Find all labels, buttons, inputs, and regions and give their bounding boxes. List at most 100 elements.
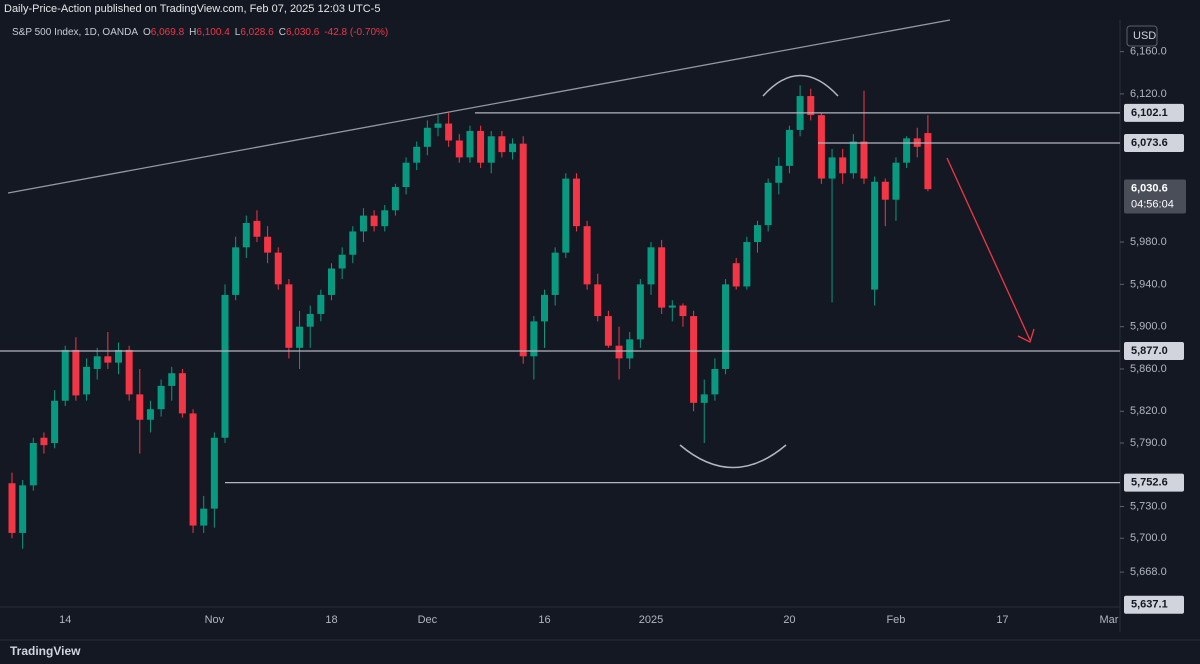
currency-box[interactable] <box>1126 25 1158 47</box>
candle-body <box>157 385 165 410</box>
candle-body <box>136 394 144 420</box>
candle-body <box>359 215 367 232</box>
y-tick-label: 5,940.0 <box>1130 278 1167 290</box>
candle-body <box>615 345 623 359</box>
brand: TradingView <box>10 644 81 658</box>
y-tick-label: 5,980.0 <box>1130 236 1167 248</box>
candle-body <box>849 141 857 174</box>
legend-value: 6,028.6 <box>240 27 274 38</box>
candle-body <box>732 263 740 287</box>
candle-body <box>626 339 634 359</box>
level-label-box <box>1124 134 1184 153</box>
candle-body <box>253 220 261 237</box>
candle-body <box>61 349 69 401</box>
x-tick-label: Dec <box>418 614 438 626</box>
legend-value: 6,100.4 <box>196 27 230 38</box>
x-tick-label: 14 <box>59 614 71 626</box>
y-tick-label: 5,730.0 <box>1130 500 1167 512</box>
candle-body <box>83 366 91 395</box>
y-tick-label: 5,700.0 <box>1130 532 1167 544</box>
candle-body <box>210 437 218 509</box>
x-tick-label: 18 <box>325 614 337 626</box>
level-label-box <box>1124 341 1184 360</box>
countdown: 04:56:04 <box>1131 198 1174 210</box>
candle-body <box>594 284 602 317</box>
x-tick-label: 2025 <box>639 614 663 626</box>
level-label-box <box>1124 103 1184 122</box>
level-label-box <box>1124 595 1184 614</box>
candle-body <box>381 210 389 227</box>
candle-body <box>455 140 463 158</box>
candle-body <box>775 165 783 183</box>
candle-body <box>487 136 495 163</box>
header-bar <box>0 0 1200 20</box>
publisher: Daily-Price-Action published on TradingV… <box>4 3 381 15</box>
candle-body <box>200 508 208 526</box>
candle-body <box>51 400 59 444</box>
candle-body <box>754 225 761 243</box>
candle-body <box>530 321 538 357</box>
candle-body <box>700 394 708 403</box>
candle-body <box>285 284 293 348</box>
candle-body <box>434 123 442 128</box>
candle-body <box>29 443 37 486</box>
candle-body <box>104 356 112 363</box>
legend-value: 6,069.8 <box>150 27 185 38</box>
candle-body <box>264 236 272 253</box>
candle-body <box>519 143 527 357</box>
candle-body <box>423 127 431 147</box>
candle-body <box>572 178 580 227</box>
legend-key: L <box>234 27 241 38</box>
candle-body <box>466 130 474 158</box>
candle-body <box>828 157 836 179</box>
last-price-box <box>1124 179 1186 214</box>
candle-body <box>509 143 517 153</box>
candle-body <box>711 368 719 395</box>
candle-body <box>125 349 133 395</box>
candle-body <box>93 356 101 369</box>
candle-body <box>370 215 378 227</box>
candle-body <box>306 313 314 327</box>
candle-body <box>541 294 548 322</box>
x-tick-label: Feb <box>886 614 905 626</box>
candle-body <box>349 231 357 255</box>
candle-body <box>189 413 197 526</box>
legend-key: H <box>189 27 197 38</box>
candle-body <box>391 187 399 211</box>
candle-body <box>743 242 751 287</box>
candle-body <box>636 284 644 340</box>
candle-body <box>764 182 772 226</box>
candle-body <box>871 181 879 290</box>
candle-body <box>839 157 847 174</box>
candle-body <box>647 247 655 285</box>
candle-body <box>146 409 154 420</box>
x-tick-label: Mar <box>1099 614 1118 626</box>
candle-body <box>221 294 229 438</box>
arrow-line <box>946 157 1031 341</box>
level-label: 5,752.6 <box>1131 477 1168 489</box>
candle-body <box>924 133 932 190</box>
y-tick-label: 5,900.0 <box>1130 321 1167 333</box>
symbol: S&P 500 Index, 1D, OANDA <box>12 27 138 38</box>
trend-line <box>7 19 951 194</box>
candle-body <box>296 326 304 348</box>
x-tick-label: 16 <box>538 614 550 626</box>
candle-body <box>860 141 868 179</box>
level-label: 5,637.1 <box>1131 599 1168 611</box>
candle-body <box>562 178 570 253</box>
legend-key: C <box>278 27 286 38</box>
candle-body <box>903 138 911 163</box>
candle-body <box>168 373 176 386</box>
candle-body <box>242 222 250 248</box>
y-tick-label: 6,120.0 <box>1130 88 1167 100</box>
top-arc <box>762 74 839 97</box>
candle-body <box>232 247 240 295</box>
candle-body <box>881 181 889 200</box>
candle-body <box>785 129 793 166</box>
y-tick-label: 6,160.0 <box>1130 46 1167 58</box>
candle-body <box>668 305 676 308</box>
y-tick-label: 5,820.0 <box>1130 405 1167 417</box>
candle-body <box>477 130 485 163</box>
candle-body <box>583 226 591 285</box>
